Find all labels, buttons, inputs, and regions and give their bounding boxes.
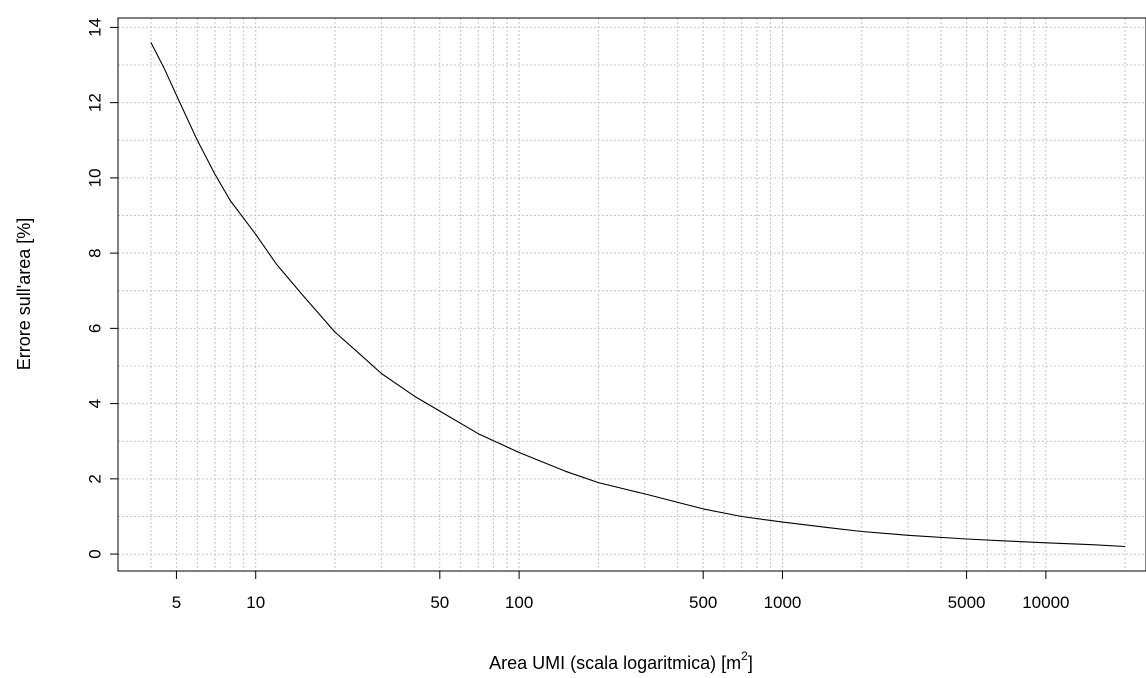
y-tick-label: 12 [85,93,104,112]
x-tick-label: 10000 [1022,593,1069,612]
x-tick-label: 500 [689,593,717,612]
y-tick-label: 2 [85,474,104,483]
y-axis-title: Errore sull'area [%] [14,218,34,371]
data-series [150,42,1126,548]
grid-lines [118,18,1146,571]
x-tick-label: 10 [246,593,265,612]
axes: 5 10 50 100 500 1000 5000 10000 0 2 4 6 8 10 12 14 [85,18,1069,612]
y-tick-label: 10 [85,168,104,187]
x-tick-label: 5 [172,593,181,612]
y-tick-label: 8 [85,248,104,257]
x-tick-label: 1000 [764,593,802,612]
y-tick-label: 14 [85,18,104,37]
series-line [150,42,1126,548]
x-axis-title: Area UMI (scala logaritmica) [m2] [489,649,753,673]
y-tick-label: 6 [85,324,104,333]
y-tick-label: 0 [85,549,104,558]
x-tick-label: 50 [430,593,449,612]
x-tick-label: 5000 [948,593,986,612]
y-tick-label: 4 [85,399,104,408]
plot-frame [117,17,1146,572]
x-tick-label: 100 [505,593,533,612]
